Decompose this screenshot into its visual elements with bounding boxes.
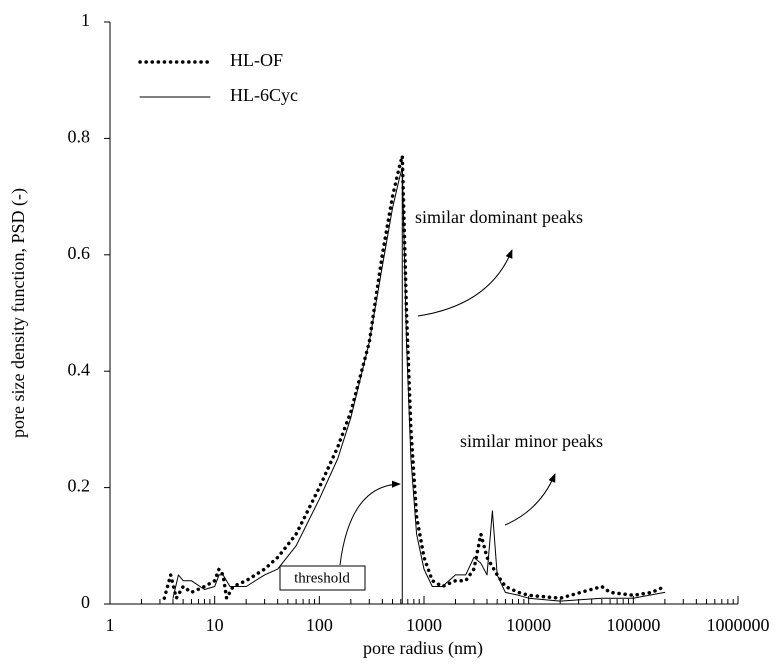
annotation: similar minor peaks	[460, 431, 603, 451]
x-tick-label: 100	[306, 615, 333, 635]
y-tick-label: 0	[81, 592, 90, 612]
annotation-box	[279, 565, 366, 591]
annotation: similar dominant peaks	[415, 207, 583, 227]
x-tick-label: 10	[206, 615, 224, 635]
x-tick-label: 1000000	[707, 615, 770, 635]
y-tick-label: 1	[81, 10, 90, 30]
y-tick-label: 0.4	[68, 359, 91, 379]
series-line	[162, 154, 667, 600]
y-tick-label: 0.6	[68, 243, 91, 263]
x-tick-label: 1	[106, 615, 115, 635]
y-tick-label: 0.2	[68, 476, 91, 496]
annotation-arrow	[417, 249, 513, 317]
legend-label: HL-OF	[230, 50, 283, 70]
y-tick-label: 0.8	[68, 127, 91, 147]
x-tick-label: 100000	[606, 615, 660, 635]
x-axis-label: pore radius (nm)	[363, 638, 483, 659]
annotation-arrow	[504, 473, 556, 526]
x-tick-label: 10000	[506, 615, 551, 635]
annotation: threshold	[294, 570, 350, 586]
annotation-arrow	[339, 480, 401, 566]
x-tick-label: 1000	[406, 615, 442, 635]
legend-label: HL-6Cyc	[230, 85, 298, 105]
y-axis-label: pore size density function, PSD (-)	[8, 188, 29, 438]
